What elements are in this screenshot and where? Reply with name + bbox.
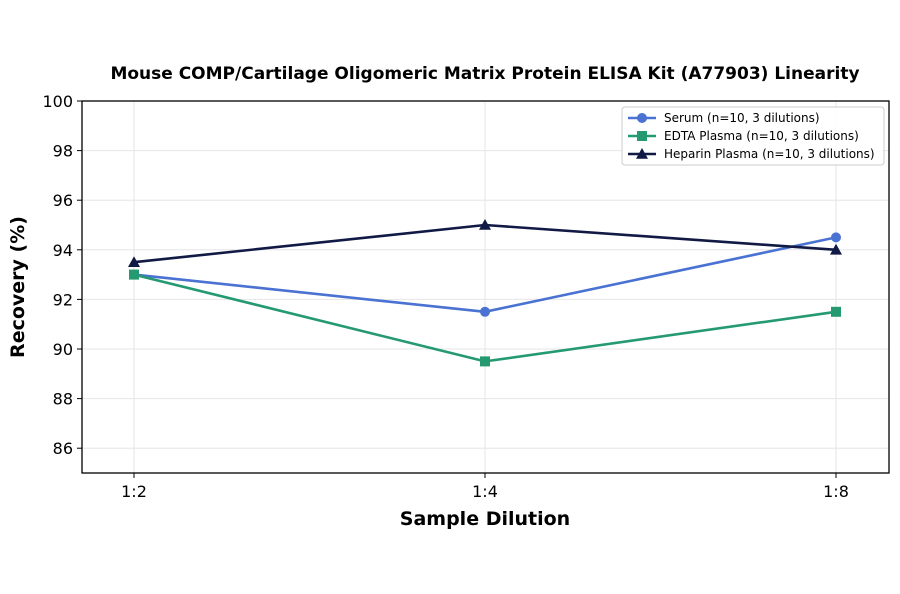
y-tick-label: 90 (53, 340, 73, 359)
legend-box (621, 106, 885, 166)
data-point (480, 356, 490, 367)
data-point (129, 269, 139, 280)
legend-marker (637, 131, 647, 141)
y-tick-label: 92 (53, 290, 73, 309)
plot-series (128, 219, 842, 367)
series-2 (128, 219, 842, 267)
legend-marker (637, 113, 647, 123)
legend-marker (636, 148, 648, 159)
legend-label: EDTA Plasma (n=10, 3 dilutions) (664, 129, 859, 143)
x-tick-label: 1:2 (121, 482, 147, 501)
chart-title: Mouse COMP/Cartilage Oligomeric Matrix P… (110, 64, 859, 84)
data-point (830, 243, 842, 255)
y-tick-label: 100 (42, 92, 73, 111)
x-tick-label: 1:4 (472, 482, 498, 501)
legend-entry: EDTA Plasma (n=10, 3 dilutions) (628, 129, 859, 143)
x-tick-label: 1:8 (823, 482, 849, 501)
legend-entry: Heparin Plasma (n=10, 3 dilutions) (628, 147, 875, 161)
data-point (128, 256, 140, 267)
data-point (831, 232, 841, 243)
legend-label: Heparin Plasma (n=10, 3 dilutions) (664, 147, 875, 161)
y-axis-label: Recovery (%) (7, 216, 29, 358)
series-1 (129, 269, 841, 367)
y-tick-label: 88 (53, 390, 73, 409)
y-tick-label: 94 (53, 241, 73, 260)
x-axis-label: Sample Dilution (400, 508, 570, 530)
axis-ticks: 86 88 90 92 94 96 98 100 1:2 1:4 1:8 (42, 92, 848, 501)
legend: Serum (n=10, 3 dilutions) EDTA Plasma (n=… (621, 106, 885, 166)
legend-label: Serum (n=10, 3 dilutions) (664, 111, 820, 125)
data-point (831, 306, 841, 317)
y-tick-label: 98 (53, 142, 73, 161)
y-tick-label: 86 (53, 439, 73, 458)
legend-entry: Serum (n=10, 3 dilutions) (628, 111, 820, 125)
data-point (479, 219, 491, 230)
y-tick-label: 96 (53, 191, 73, 210)
data-point (480, 306, 490, 317)
